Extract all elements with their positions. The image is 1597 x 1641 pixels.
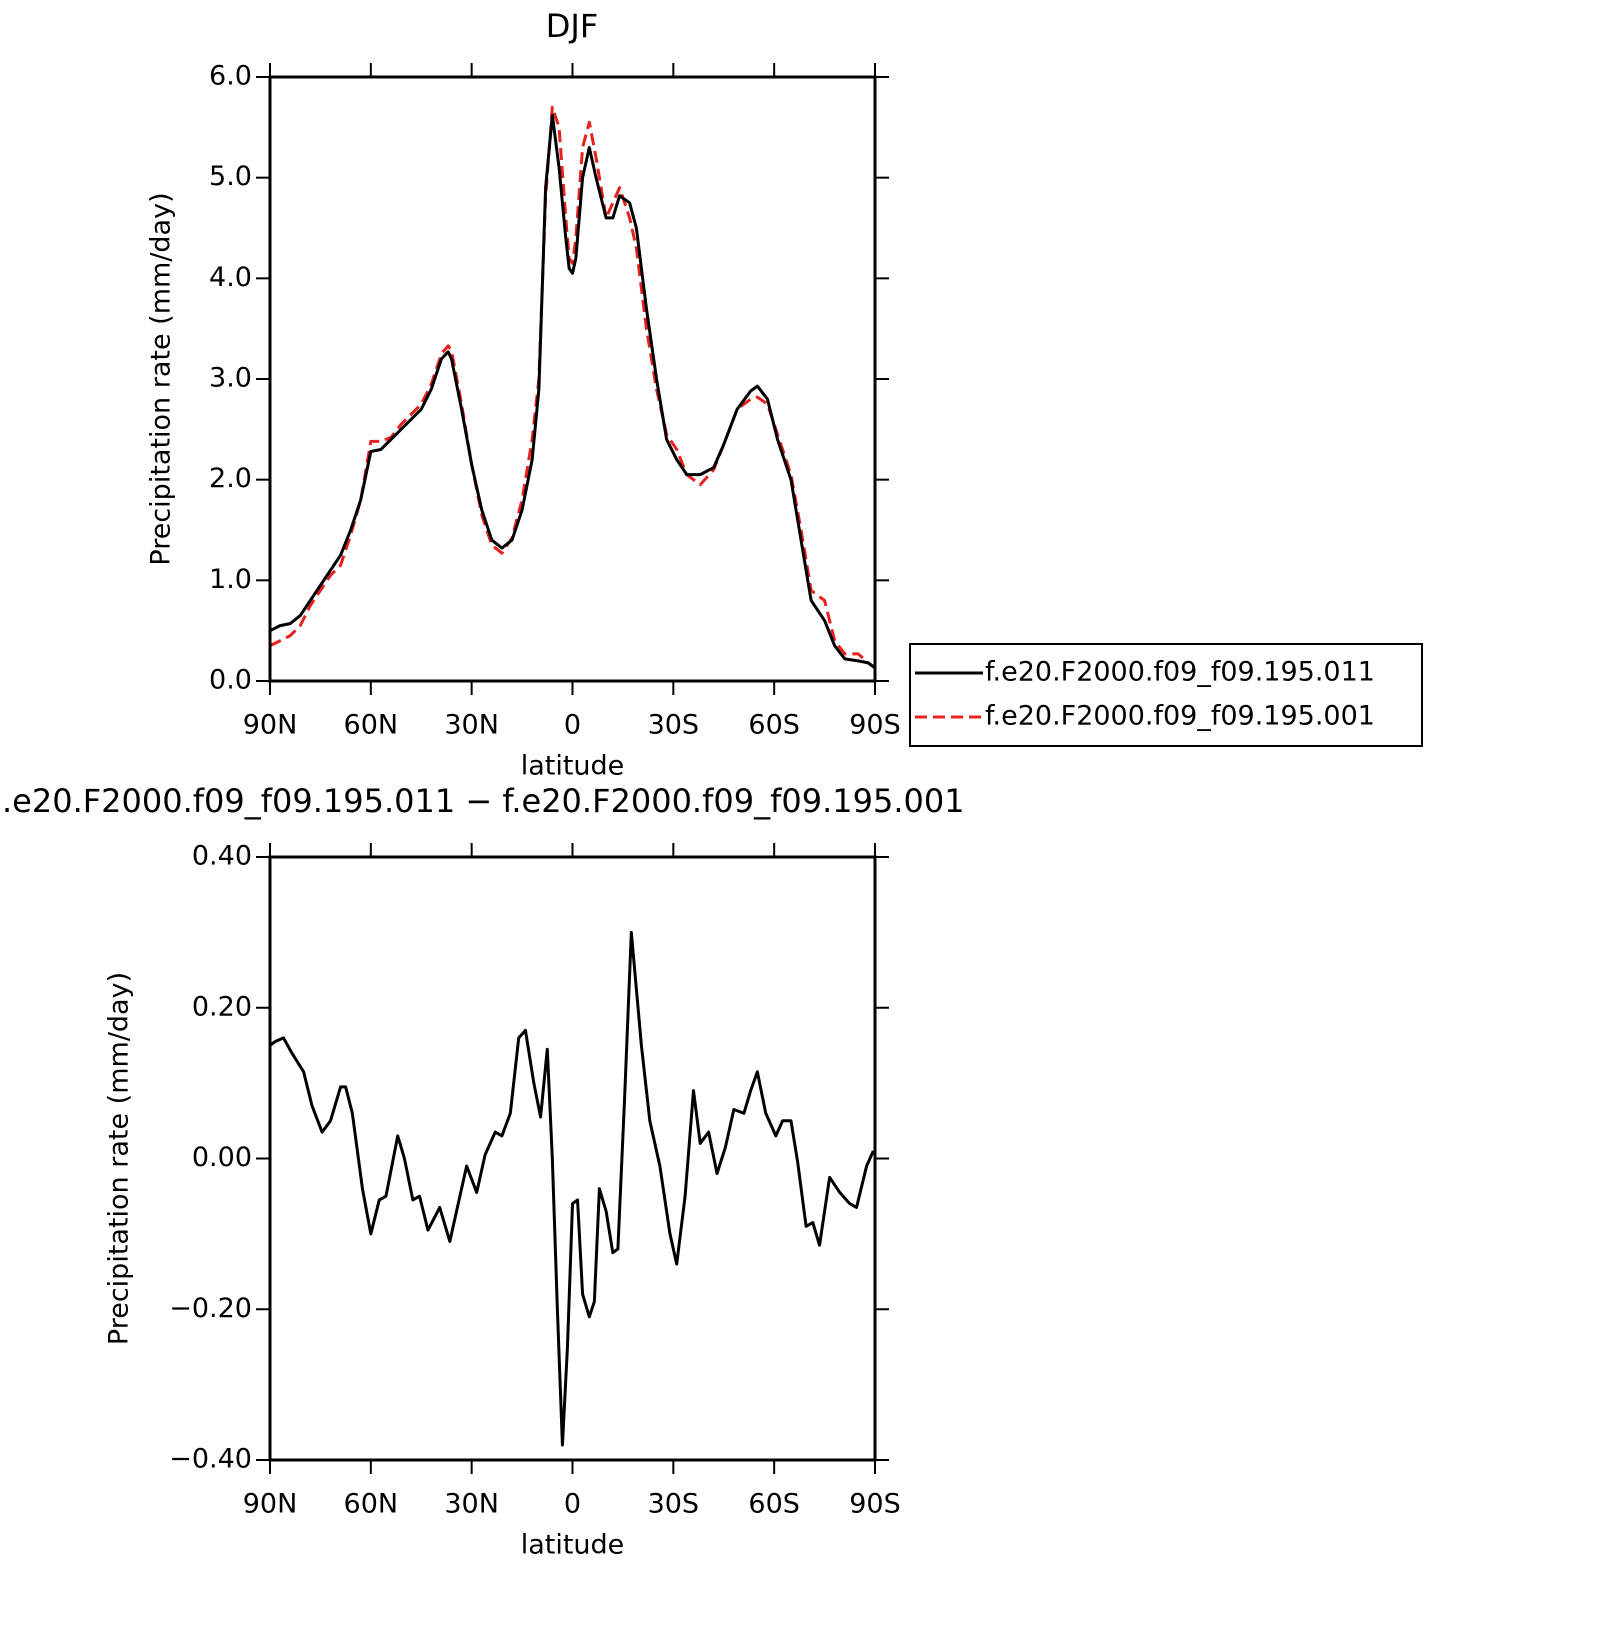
y-tick-label: 1.0 [209,564,252,595]
x-tick-label: 90N [243,1489,298,1520]
legend-label: f.e20.F2000.f09_f09.195.001 [985,701,1375,732]
x-axis-label: latitude [521,1530,625,1561]
x-tick-label: 60N [344,1489,399,1520]
y-tick-label: 0.20 [192,991,252,1022]
y-axis-label: Precipitation rate (mm/day) [146,192,177,565]
x-tick-label: 0 [564,710,581,741]
y-tick-label: 2.0 [209,463,252,494]
legend-box [909,643,1423,747]
x-tick-label: 0 [564,1489,581,1520]
y-tick-label: 4.0 [209,262,252,293]
data-line [269,113,876,670]
y-tick-label: 0.00 [192,1142,252,1173]
x-tick-label: 60S [748,1489,800,1520]
x-tick-label: 90S [849,1489,901,1520]
y-tick-label: 3.0 [209,363,252,394]
x-tick-label: 30N [444,1489,499,1520]
y-tick-label: 0.40 [192,841,252,872]
plot-frame [268,855,877,1462]
x-tick-label: 30S [648,710,700,741]
chart-title: DJF [546,7,598,45]
y-tick-label: 5.0 [209,161,252,192]
data-line [269,930,875,1447]
x-tick-label: 90N [243,710,298,741]
y-tick-label: 0.0 [209,665,252,696]
y-tick-label: −0.20 [169,1293,252,1324]
legend-label: f.e20.F2000.f09_f09.195.011 [985,657,1375,688]
x-axis-label: latitude [521,751,625,782]
y-axis-label: Precipitation rate (mm/day) [104,972,135,1345]
chart-title: .e20.F2000.f09_f09.195.011 − f.e20.F2000… [2,782,965,820]
plot-frame [268,75,877,683]
x-tick-label: 30S [648,1489,700,1520]
data-line [269,105,876,670]
x-tick-label: 30N [444,710,499,741]
x-tick-label: 90S [849,710,901,741]
x-tick-label: 60S [748,710,800,741]
y-tick-label: −0.40 [169,1444,252,1475]
y-tick-label: 6.0 [209,61,252,92]
x-tick-label: 60N [344,710,399,741]
